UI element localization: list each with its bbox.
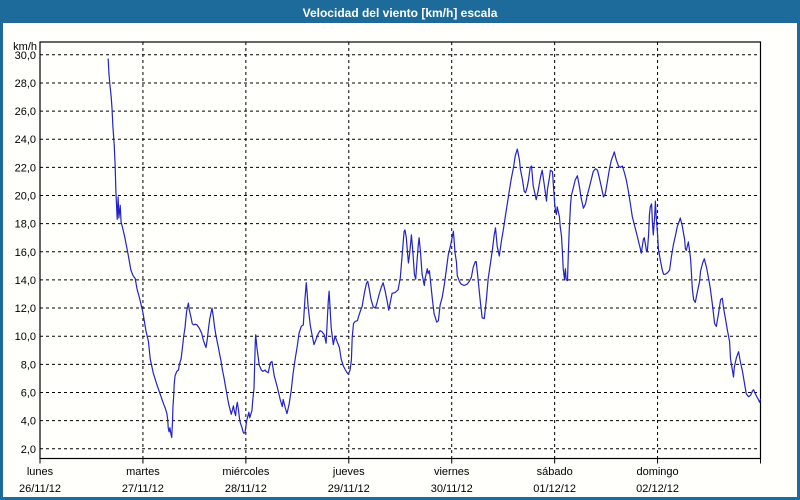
x-day-label: lunes (27, 466, 54, 478)
plot-border (39, 41, 762, 460)
y-tick-label: 20,0 (15, 191, 36, 203)
x-date-label: 26/11/12 (19, 483, 61, 495)
x-day-label: sábado (537, 466, 573, 478)
y-tick-label: 18,0 (15, 219, 36, 231)
x-day-label: martes (126, 466, 160, 478)
wind-speed-series-line (107, 58, 762, 439)
y-tick-label: 24,0 (15, 134, 36, 146)
x-date-label: 30/11/12 (431, 483, 473, 495)
y-tick-label: 10,0 (15, 331, 36, 343)
y-tick-label: 28,0 (15, 78, 36, 90)
y-tick-label: 16,0 (15, 247, 36, 259)
x-date-label: 28/11/12 (225, 483, 267, 495)
y-tick-label: 30,0 (15, 50, 36, 62)
x-day-label: viernes (434, 466, 470, 478)
y-tick-label: 4,0 (21, 416, 36, 428)
y-axis-unit-label: km/h (13, 41, 37, 53)
title-bar: Velocidad del viento [km/h] escala (3, 3, 797, 23)
y-tick-label: 22,0 (15, 162, 36, 174)
y-tick-label: 8,0 (21, 359, 36, 371)
x-date-label: 29/11/12 (328, 483, 370, 495)
y-tick-label: 2,0 (21, 444, 36, 456)
y-tick-label: 12,0 (15, 303, 36, 315)
y-tick-label: 6,0 (21, 387, 36, 399)
wind-speed-chart: 30,0 28,0 26,0 24,0 22,0 20,0 18,0 16,0 14,0 12,0… (13, 41, 762, 495)
x-date-label: 27/11/12 (122, 483, 164, 495)
y-tick-label: 14,0 (15, 275, 36, 287)
x-date-label: 02/12/12 (636, 483, 679, 495)
x-day-label: jueves (332, 466, 365, 478)
x-day-label: domingo (636, 466, 678, 478)
x-day-label: miércoles (222, 466, 270, 478)
x-date-label: 01/12/12 (533, 483, 576, 495)
window-title: Velocidad del viento [km/h] escala (302, 6, 498, 20)
y-tick-label: 26,0 (15, 106, 36, 118)
